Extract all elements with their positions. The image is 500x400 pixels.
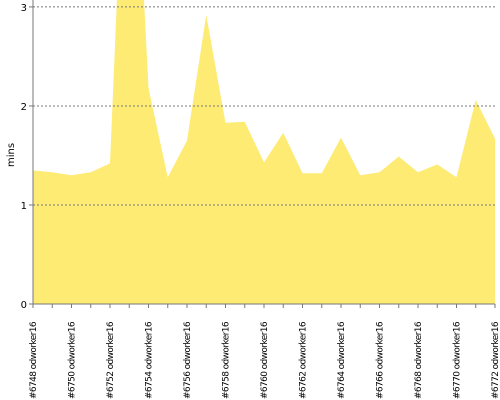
y-tick-label: 0 bbox=[21, 300, 27, 311]
area bbox=[33, 0, 495, 304]
y-tick-label: 3 bbox=[21, 3, 27, 14]
y-tick-label: 1 bbox=[21, 201, 27, 212]
x-tick-label: #6772 odworker16 bbox=[491, 321, 500, 399]
x-tick-label: #6754 odworker16 bbox=[145, 321, 155, 399]
y-tick-label: 2 bbox=[21, 102, 27, 113]
x-tick-label: #6758 odworker16 bbox=[222, 321, 232, 399]
x-tick-label: #6748 odworker16 bbox=[29, 321, 39, 399]
x-tick-label: #6756 odworker16 bbox=[183, 321, 193, 399]
x-tick-label: #6766 odworker16 bbox=[376, 321, 386, 399]
x-tick-label: #6768 odworker16 bbox=[414, 321, 424, 399]
x-tick-label: #6770 odworker16 bbox=[453, 321, 463, 399]
x-tick-label: #6764 odworker16 bbox=[337, 321, 347, 399]
x-tick-label: #6750 odworker16 bbox=[68, 321, 78, 399]
x-tick-label: #6752 odworker16 bbox=[106, 321, 116, 399]
y-axis-label: mins bbox=[6, 143, 17, 167]
x-tick-label: #6760 odworker16 bbox=[260, 321, 270, 399]
x-tick-label: #6762 odworker16 bbox=[299, 321, 309, 399]
